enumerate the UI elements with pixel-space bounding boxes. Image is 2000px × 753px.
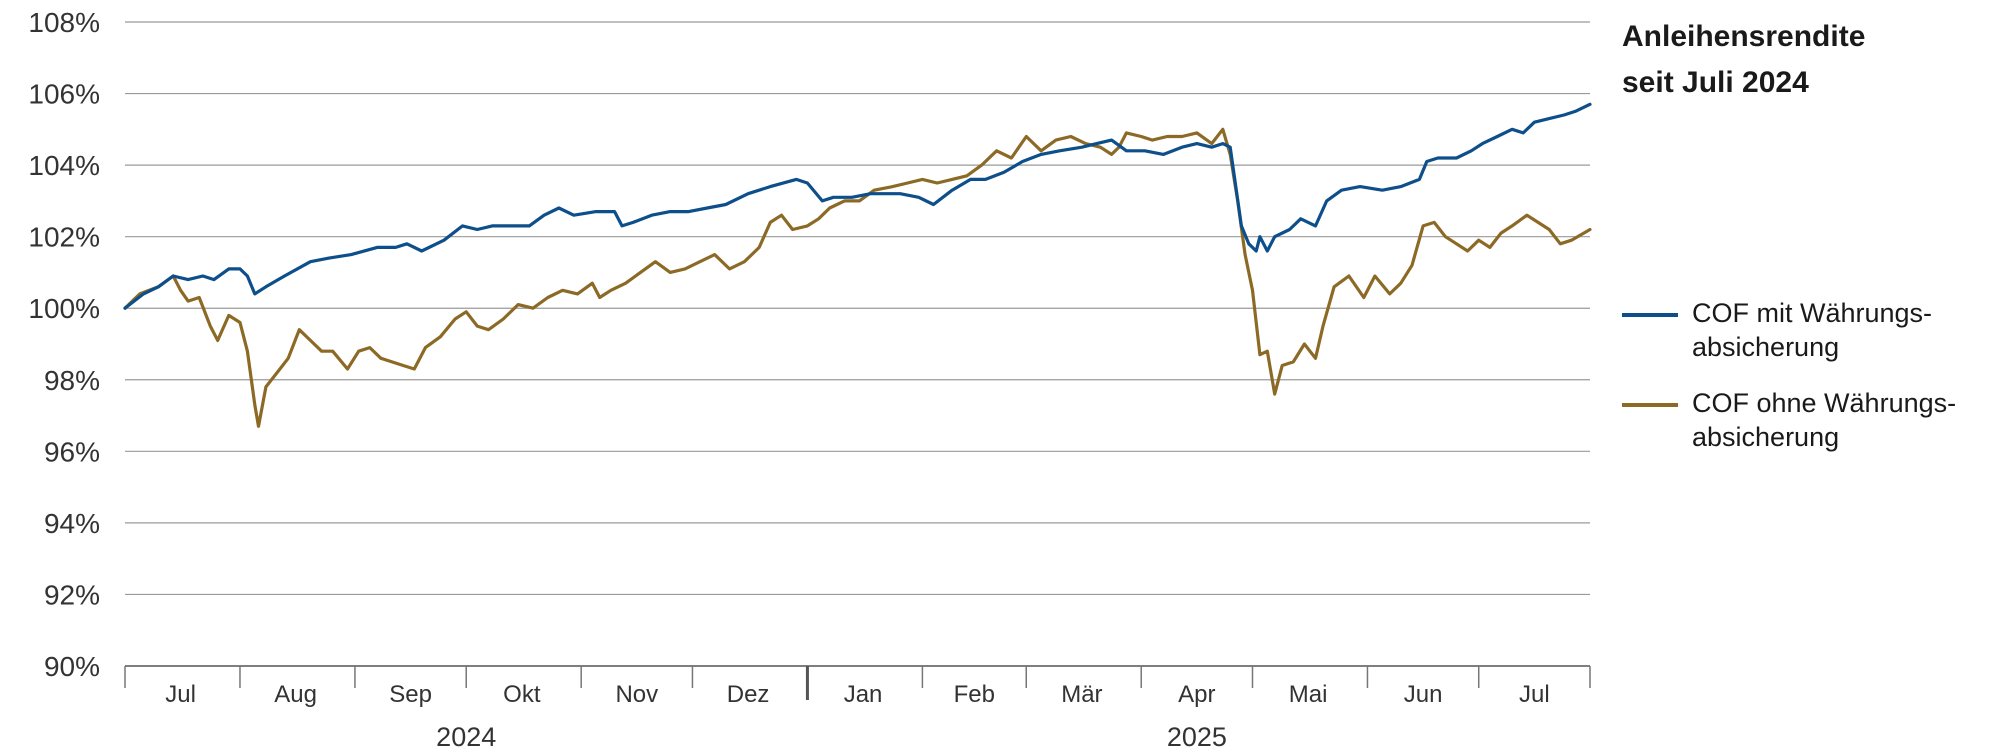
y-tick-label: 92% — [44, 579, 100, 610]
x-tick-label-month: Jul — [1519, 681, 1550, 708]
y-tick-label: 94% — [44, 508, 100, 539]
chart-title-line-1: Anleihensrendite — [1622, 20, 1866, 53]
x-tick-label-month: Aug — [274, 681, 317, 708]
x-tick-label-month: Dez — [727, 681, 770, 708]
legend-item-unhedged: COF ohne Währungs- absicherung — [1622, 386, 1956, 454]
x-tick-label-year: 2025 — [1167, 722, 1227, 752]
legend-item-hedged: COF mit Währungs- absicherung — [1622, 296, 1956, 364]
series-line-unhedged — [123, 127, 1592, 428]
legend-label-hedged-line-1: COF mit Währungs- — [1692, 298, 1933, 328]
legend-label-unhedged-line-1: COF ohne Währungs- — [1692, 388, 1957, 418]
x-tick-label-month: Jun — [1404, 681, 1443, 708]
chart-title: Anleihensrendite seit Juli 2024 — [1622, 14, 1865, 106]
legend: COF mit Währungs- absicherung COF ohne W… — [1622, 296, 1956, 476]
x-tick-label-month: Jan — [844, 681, 883, 708]
x-tick-label-month: Sep — [389, 681, 432, 708]
x-tick-label-month: Mai — [1289, 681, 1328, 708]
legend-label-hedged-line-2: absicherung — [1692, 332, 1840, 362]
x-tick-label-month: Nov — [615, 681, 658, 708]
y-tick-label: 106% — [28, 79, 100, 110]
legend-swatch-unhedged — [1622, 403, 1678, 407]
y-tick-label: 90% — [44, 651, 100, 682]
x-tick-label-year: 2024 — [436, 722, 496, 752]
x-tick-label-month: Okt — [503, 681, 541, 708]
y-tick-label: 102% — [28, 222, 100, 253]
y-tick-label: 104% — [28, 150, 100, 181]
y-tick-label: 98% — [44, 365, 100, 396]
chart-title-line-2: seit Juli 2024 — [1622, 66, 1809, 99]
y-tick-label: 100% — [28, 293, 100, 324]
y-tick-label: 96% — [44, 436, 100, 467]
x-tick-label-month: Mär — [1061, 681, 1102, 708]
series-line-hedged — [123, 102, 1592, 310]
x-tick-label-month: Jul — [165, 681, 196, 708]
legend-swatch-hedged — [1622, 313, 1678, 317]
legend-label-unhedged-line-2: absicherung — [1692, 422, 1840, 452]
y-tick-label: 108% — [28, 7, 100, 38]
x-tick-label-month: Apr — [1178, 681, 1215, 708]
x-tick-label-month: Feb — [954, 681, 995, 708]
